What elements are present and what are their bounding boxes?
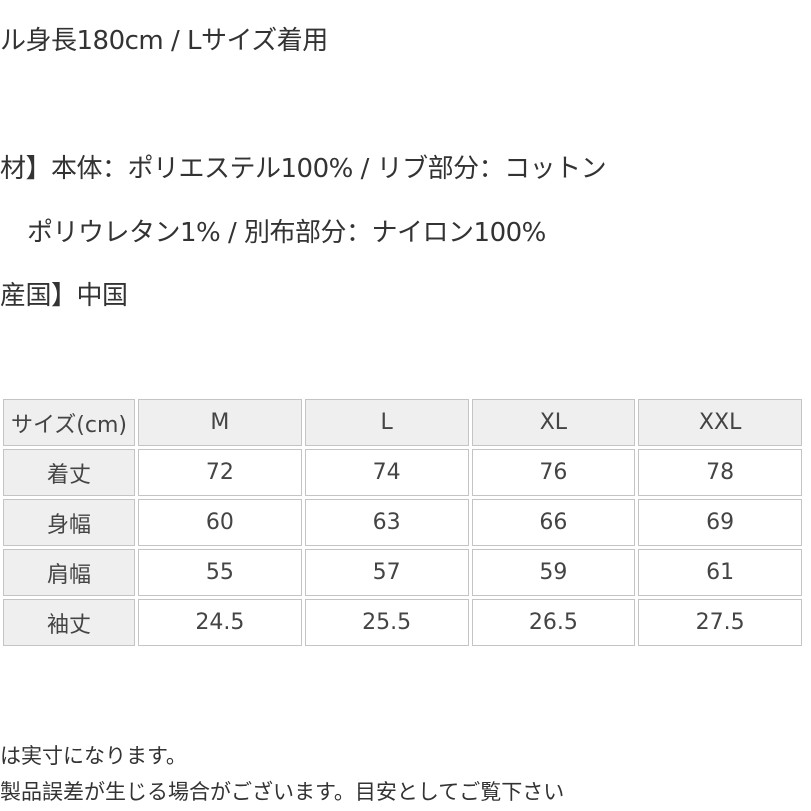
table-cell: 78	[638, 449, 802, 496]
table-cell: 59	[471, 549, 636, 596]
note-tolerance: 製品誤差が生じる場合がございます。目安としてご覧下さい	[0, 780, 565, 804]
table-row: 肩幅 55 57 59 61	[3, 549, 802, 596]
table-cell: 74	[304, 449, 469, 496]
table-cell: 60	[138, 499, 302, 546]
table-cell: 61	[638, 549, 802, 596]
header-cell: XXL	[638, 399, 802, 446]
table-cell: 55	[138, 549, 302, 596]
size-table: サイズ(cm) M L XL XXL 着丈 72 74 76 78 身幅 60 …	[0, 396, 805, 649]
table-cell: 72	[138, 449, 302, 496]
row-label: 着丈	[3, 449, 135, 496]
origin-line: 産国】中国	[0, 281, 128, 311]
table-header-row: サイズ(cm) M L XL XXL	[3, 399, 802, 446]
table-cell: 69	[638, 499, 802, 546]
table-row: 着丈 72 74 76 78	[3, 449, 802, 496]
table-row: 身幅 60 63 66 69	[3, 499, 802, 546]
table-cell: 26.5	[471, 599, 636, 646]
table-cell: 27.5	[638, 599, 802, 646]
table-cell: 57	[304, 549, 469, 596]
table-cell: 76	[471, 449, 636, 496]
header-cell: M	[138, 399, 302, 446]
table-cell: 24.5	[138, 599, 302, 646]
table-row: 袖丈 24.5 25.5 26.5 27.5	[3, 599, 802, 646]
table-cell: 25.5	[304, 599, 469, 646]
header-cell: サイズ(cm)	[3, 399, 135, 446]
header-cell: XL	[471, 399, 636, 446]
material-line-2: ポリウレタン1% / 別布部分：ナイロン100%	[27, 218, 546, 248]
table-cell: 66	[471, 499, 636, 546]
row-label: 袖丈	[3, 599, 135, 646]
model-info: ル身長180cm / Lサイズ着用	[0, 26, 328, 56]
table-cell: 63	[304, 499, 469, 546]
row-label: 身幅	[3, 499, 135, 546]
material-line-1: 材】本体：ポリエステル100% / リブ部分：コットン	[0, 154, 607, 184]
row-label: 肩幅	[3, 549, 135, 596]
header-cell: L	[304, 399, 469, 446]
note-actual-size: は実寸になります。	[0, 744, 187, 768]
